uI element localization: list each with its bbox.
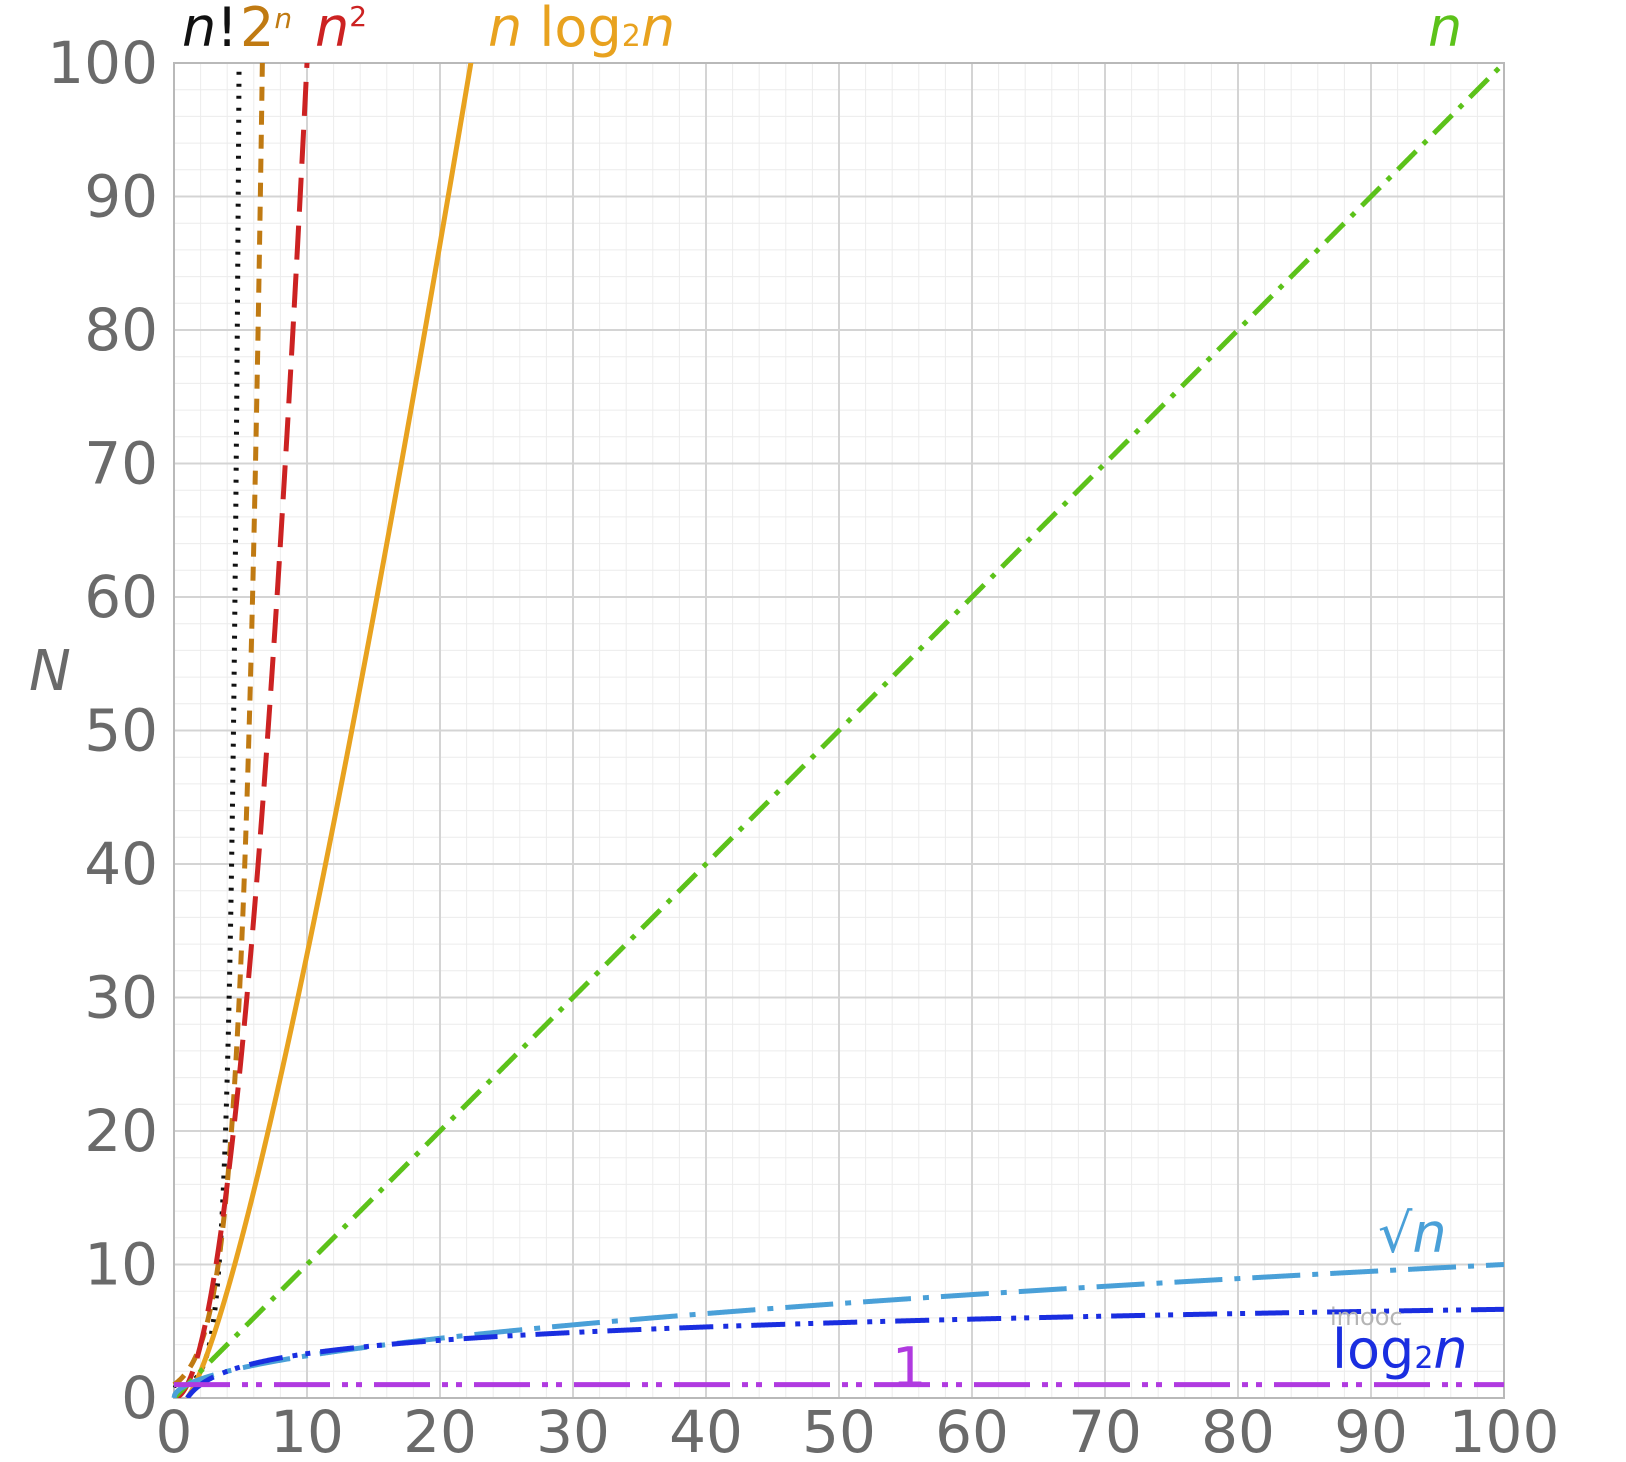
y-tick-label: 30: [84, 964, 158, 1032]
label-linear: n: [1428, 0, 1462, 59]
series-line-linear: [172, 63, 1504, 1398]
label-nlog2n: n log2n: [488, 0, 675, 59]
y-tick-label: 70: [84, 430, 158, 498]
x-tick-label: 100: [1449, 1398, 1560, 1462]
label-factorial: n!: [182, 0, 238, 59]
series-line-nlog2n: [185, 63, 474, 1398]
label-log2: log2n: [1332, 1318, 1468, 1381]
y-tick-label: 90: [84, 163, 158, 231]
y-tick-label: 20: [84, 1097, 158, 1165]
x-tick-label: 10: [270, 1398, 344, 1462]
x-tick-label: 0: [156, 1398, 193, 1462]
series-line-log2: [185, 1306, 1504, 1398]
series-line-exp2: [172, 63, 265, 1387]
label-square: n2: [315, 0, 367, 59]
x-tick-label: 40: [669, 1398, 743, 1462]
x-tick-label: 90: [1334, 1398, 1408, 1462]
x-tick-labels: 0 10 20 30 40 50 60 70 80 90 100: [156, 1398, 1560, 1462]
plot-frame: [173, 62, 1505, 1399]
x-tick-label: 80: [1201, 1398, 1275, 1462]
series-line-sqrt: [171, 1262, 1504, 1398]
x-tick-label: 20: [403, 1398, 477, 1462]
watermark-text: imooc: [1330, 1303, 1403, 1331]
x-tick-label: 30: [536, 1398, 610, 1462]
label-sqrt: √n: [1378, 1202, 1447, 1265]
y-tick-label: 10: [84, 1231, 158, 1299]
x-tick-label: 50: [802, 1398, 876, 1462]
series-layer: [171, 63, 1504, 1398]
label-constant: 1: [892, 1336, 926, 1399]
y-axis-title: N: [29, 639, 71, 704]
label-exp2: 2n: [240, 0, 292, 59]
x-tick-label: 70: [1068, 1398, 1142, 1462]
y-tick-label: 50: [84, 697, 158, 765]
y-tick-label: 80: [84, 296, 158, 364]
y-tick-label: 100: [47, 29, 158, 97]
series-line-square: [173, 63, 310, 1398]
y-tick-label: 40: [84, 830, 158, 898]
y-tick-label: 60: [84, 563, 158, 631]
y-tick-label: 0: [121, 1364, 158, 1432]
x-tick-label: 60: [935, 1398, 1009, 1462]
y-tick-labels: 0 10 20 30 40 50 60 70 80 90 100: [47, 29, 158, 1432]
